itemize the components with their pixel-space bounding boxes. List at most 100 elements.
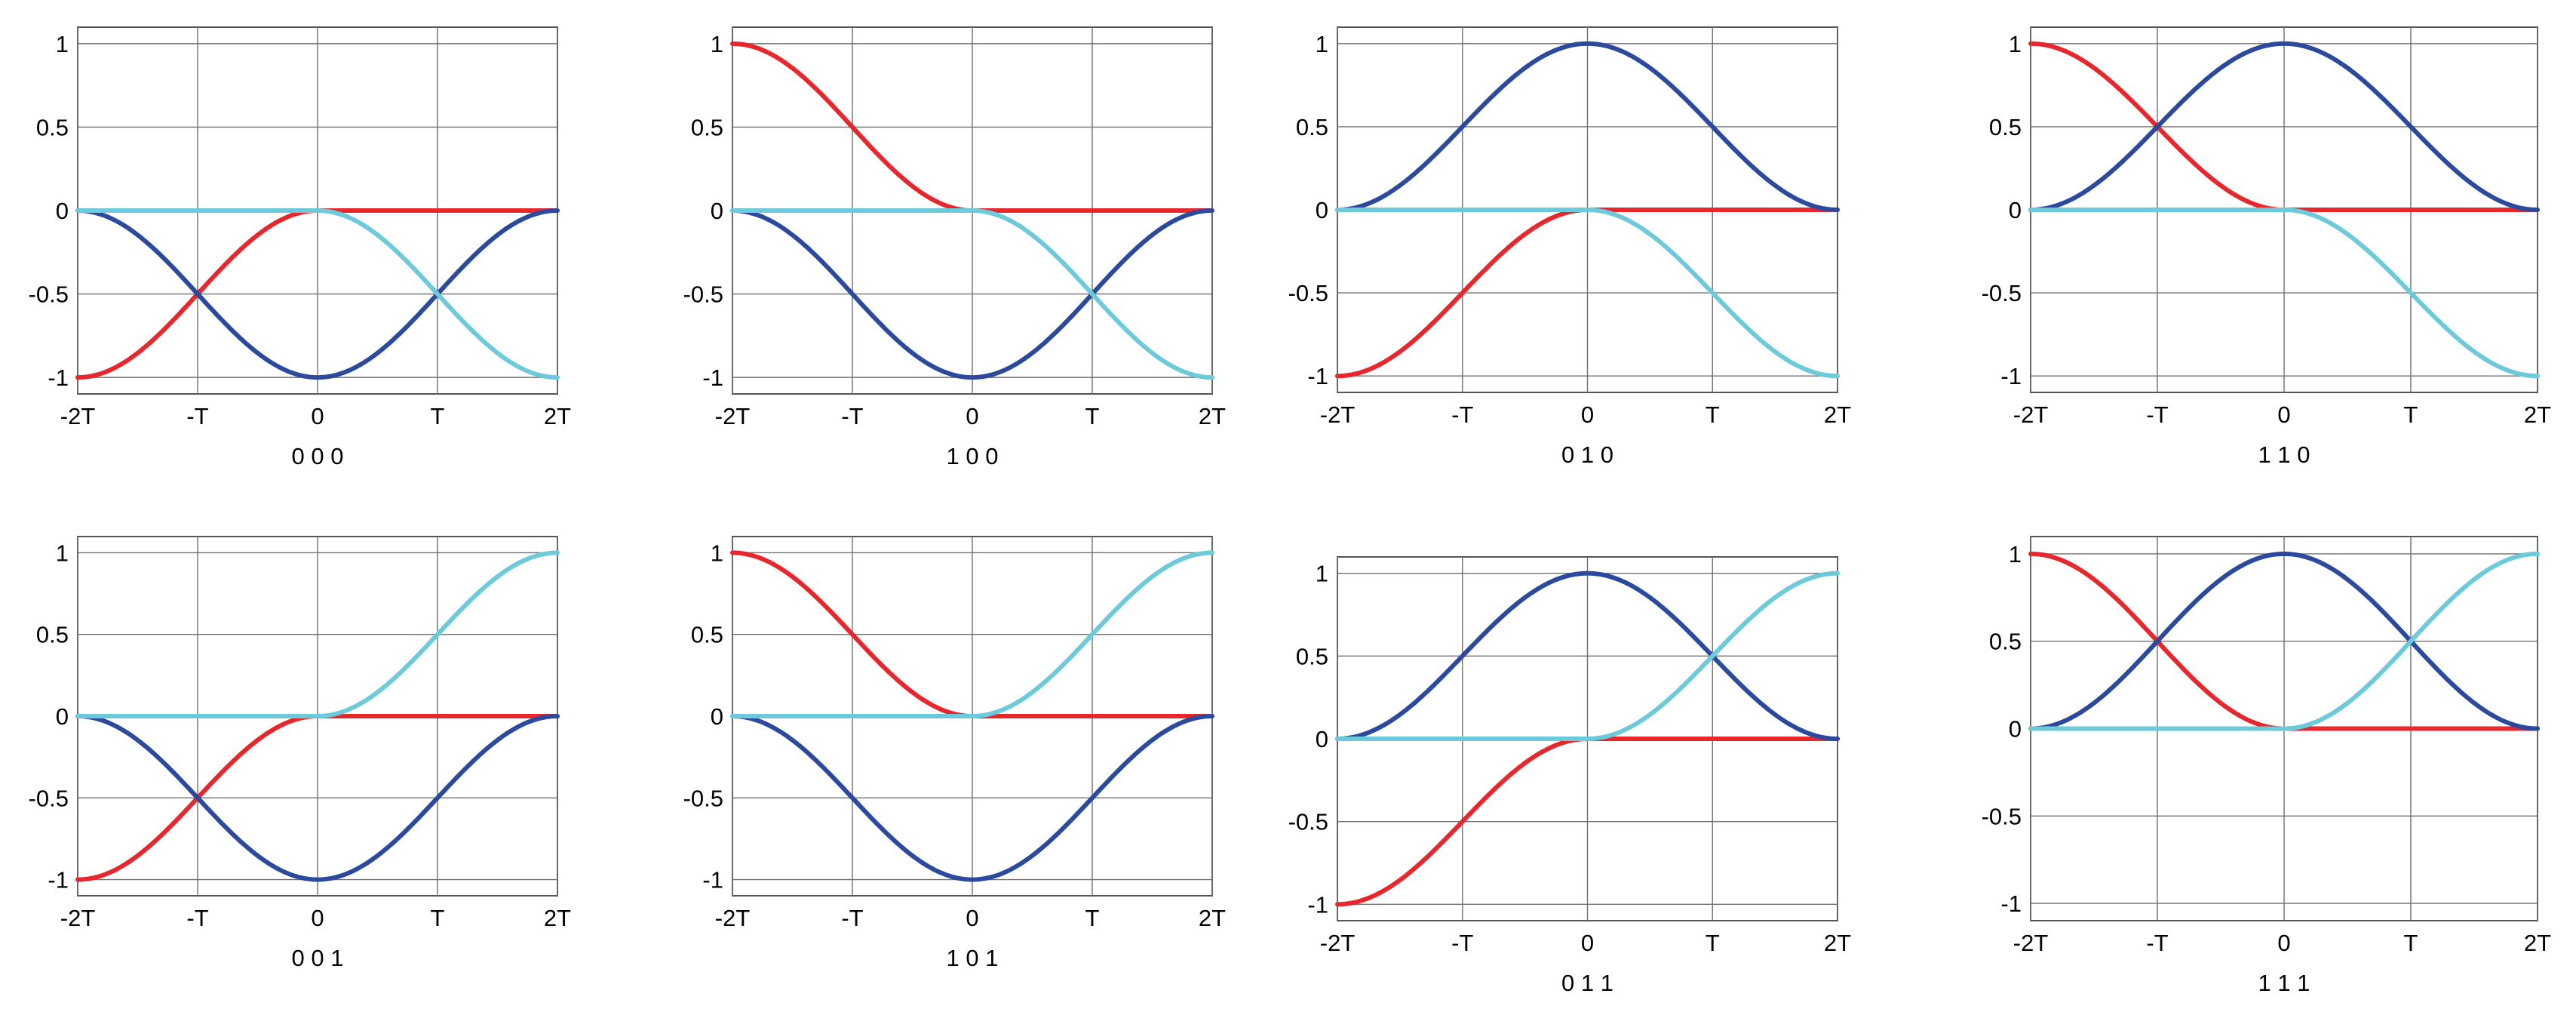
y-tick-label: -0.5: [1288, 280, 1328, 306]
x-tick-label: -T: [2146, 401, 2168, 428]
series-line-1: [2028, 41, 2540, 212]
x-tick-label: 0: [2277, 401, 2290, 428]
x-tick-label: -T: [841, 905, 863, 931]
y-tick-label: 1: [56, 31, 69, 57]
y-tick-label: 0: [711, 198, 723, 224]
x-tick-label: -T: [1451, 930, 1473, 956]
y-tick-label: 0.5: [36, 114, 69, 140]
series-line-2: [730, 208, 1214, 380]
series-line-1: [1335, 41, 1840, 212]
x-tick-label: -2T: [1320, 930, 1356, 956]
series-line-1: [75, 714, 560, 882]
y-tick-label: -1: [702, 867, 723, 894]
series-line-2: [1335, 571, 1840, 741]
series-line-2: [2028, 551, 2540, 731]
x-tick-label: -T: [2146, 930, 2168, 956]
x-tick-label: 2T: [1824, 930, 1851, 956]
panel-caption: 0 1 0: [1561, 441, 1613, 468]
x-tick-label: T: [431, 905, 445, 931]
x-tick-label: T: [431, 403, 445, 429]
x-tick-label: T: [1085, 905, 1100, 931]
chart-panel-4: 1 0.5 0 -0.5 -1 -2T -T 0 T 2T 0 0 1: [29, 536, 571, 971]
x-tick-label: T: [1085, 403, 1100, 429]
y-tick-label: 0.5: [36, 622, 69, 648]
y-tick-label: 0.5: [1989, 114, 2022, 140]
series-line-1: [2028, 551, 2540, 731]
x-tick-label: 2T: [2524, 401, 2551, 428]
x-tick-label: T: [2404, 930, 2418, 956]
series-line-1: [75, 208, 560, 380]
y-tick-label: -0.5: [683, 785, 723, 811]
panel-caption: 1 0 1: [947, 945, 999, 971]
x-tick-label: 2T: [544, 403, 571, 429]
y-tick-label: 0: [56, 703, 69, 730]
y-tick-label: 1: [711, 31, 723, 57]
y-tick-label: -1: [2000, 363, 2022, 389]
y-tick-label: -1: [1307, 363, 1328, 389]
y-tick-label: 0.5: [1296, 114, 1328, 140]
chart-panel-3: 1 0.5 0 -0.5 -1 -2T -T 0 T 2T 1 1 0: [1982, 26, 2551, 468]
y-tick-label: -1: [1307, 891, 1328, 918]
x-tick-label: -2T: [1320, 401, 1356, 428]
y-tick-label: -0.5: [1288, 809, 1328, 835]
chart-panel-2: 1 0.5 0 -0.5 -1 -2T -T 0 T 2T 0 1 0: [1288, 26, 1851, 468]
y-tick-label: 1: [1316, 31, 1328, 57]
x-tick-label: 2T: [544, 905, 571, 931]
x-tick-label: -T: [186, 905, 208, 931]
panel-caption: 1 1 1: [2258, 970, 2310, 996]
x-tick-label: T: [1706, 401, 1720, 428]
panel-caption: 0 0 0: [292, 443, 344, 469]
x-tick-label: -2T: [2013, 401, 2049, 428]
x-tick-label: -T: [1451, 401, 1473, 428]
x-tick-label: 0: [1581, 401, 1594, 428]
x-tick-label: 0: [966, 905, 978, 931]
x-tick-label: 2T: [2524, 930, 2551, 956]
y-tick-label: -0.5: [29, 281, 69, 308]
x-tick-label: 0: [966, 403, 978, 429]
x-tick-label: 0: [2277, 930, 2290, 956]
y-tick-label: -0.5: [1982, 803, 2022, 829]
x-tick-label: 2T: [1199, 403, 1226, 429]
y-tick-label: 1: [56, 540, 69, 566]
y-tick-label: 0.5: [1296, 643, 1328, 669]
series-line-2: [75, 208, 560, 380]
chart-panel-0: 1 0.5 0 -0.5 -1 -2T -T 0 T 2T 0 0 0: [29, 26, 571, 469]
y-tick-label: -1: [2000, 890, 2022, 917]
y-tick-label: 0: [56, 198, 69, 224]
panel-caption: 0 1 1: [1561, 970, 1613, 996]
y-tick-label: 0: [1316, 726, 1328, 752]
y-tick-label: 0: [1316, 197, 1328, 223]
y-tick-label: 1: [2009, 31, 2022, 57]
y-tick-label: 1: [2009, 541, 2022, 567]
x-tick-label: 0: [311, 403, 324, 429]
x-tick-label: -2T: [2013, 930, 2049, 956]
y-tick-label: 0: [711, 703, 723, 730]
chart-panel-1: 1 0.5 0 -0.5 -1 -2T -T 0 T 2T 1 0 0: [683, 26, 1226, 469]
x-tick-label: -2T: [715, 403, 751, 429]
y-tick-label: 0: [2009, 716, 2022, 743]
x-tick-label: T: [2404, 401, 2418, 428]
y-tick-label: 0.5: [691, 622, 723, 648]
series-line-1: [1335, 571, 1840, 741]
x-tick-label: 2T: [1199, 905, 1226, 931]
y-tick-label: -1: [702, 364, 723, 391]
y-tick-label: 0.5: [1989, 629, 2022, 655]
y-tick-label: -0.5: [1982, 280, 2022, 306]
series-line-2: [75, 550, 560, 718]
y-tick-label: 0.5: [691, 114, 723, 140]
series-line-2: [730, 550, 1214, 718]
chart-panel-6: 1 0.5 0 -0.5 -1 -2T -T 0 T 2T 0 1 1: [1288, 556, 1851, 996]
y-tick-label: 1: [711, 540, 723, 566]
series-line-1: [730, 208, 1214, 380]
x-tick-label: 2T: [1824, 401, 1851, 428]
y-tick-label: 1: [1316, 561, 1328, 587]
x-tick-label: -2T: [60, 905, 96, 931]
y-tick-label: -0.5: [29, 785, 69, 811]
x-tick-label: -2T: [715, 905, 751, 931]
y-tick-label: 0: [2009, 197, 2022, 223]
x-tick-label: -T: [186, 403, 208, 429]
series-line-1: [730, 714, 1214, 882]
x-tick-label: 0: [1581, 930, 1594, 956]
x-tick-label: T: [1706, 930, 1720, 956]
